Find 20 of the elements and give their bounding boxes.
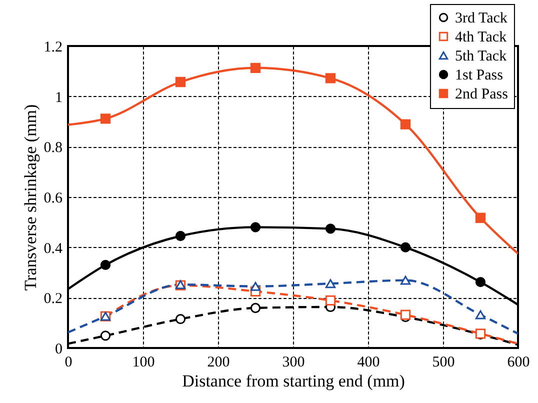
y-tick-label: 0.8	[44, 140, 62, 156]
legend-label: 1st Pass	[455, 68, 504, 84]
y-tick-label: 0	[55, 342, 62, 358]
x-tick-label: 200	[207, 354, 230, 370]
y-tick-label: 0.4	[44, 240, 63, 257]
legend-label: 4th Tack	[455, 30, 508, 46]
y-tick-label: 1	[55, 90, 62, 106]
y-axis-title: Transverse shrinkage (mm)	[20, 104, 40, 291]
y-tick-label: 1.2	[44, 40, 62, 56]
y-tick-label: 0.2	[44, 291, 62, 308]
x-tick-label: 100	[132, 354, 155, 370]
x-tick-label: 500	[432, 354, 455, 370]
x-tick-label: 300	[282, 354, 305, 370]
x-tick-label: 400	[357, 354, 380, 370]
legend-label: 5th Tack	[455, 48, 508, 64]
x-axis-title: Distance from starting end (mm)	[182, 372, 405, 390]
y-tick-label: 0.6	[44, 190, 63, 206]
legend-label: 2nd Pass	[455, 86, 508, 102]
x-tick-label: 600	[507, 354, 530, 370]
legend-label: 3rd Tack	[455, 10, 508, 26]
